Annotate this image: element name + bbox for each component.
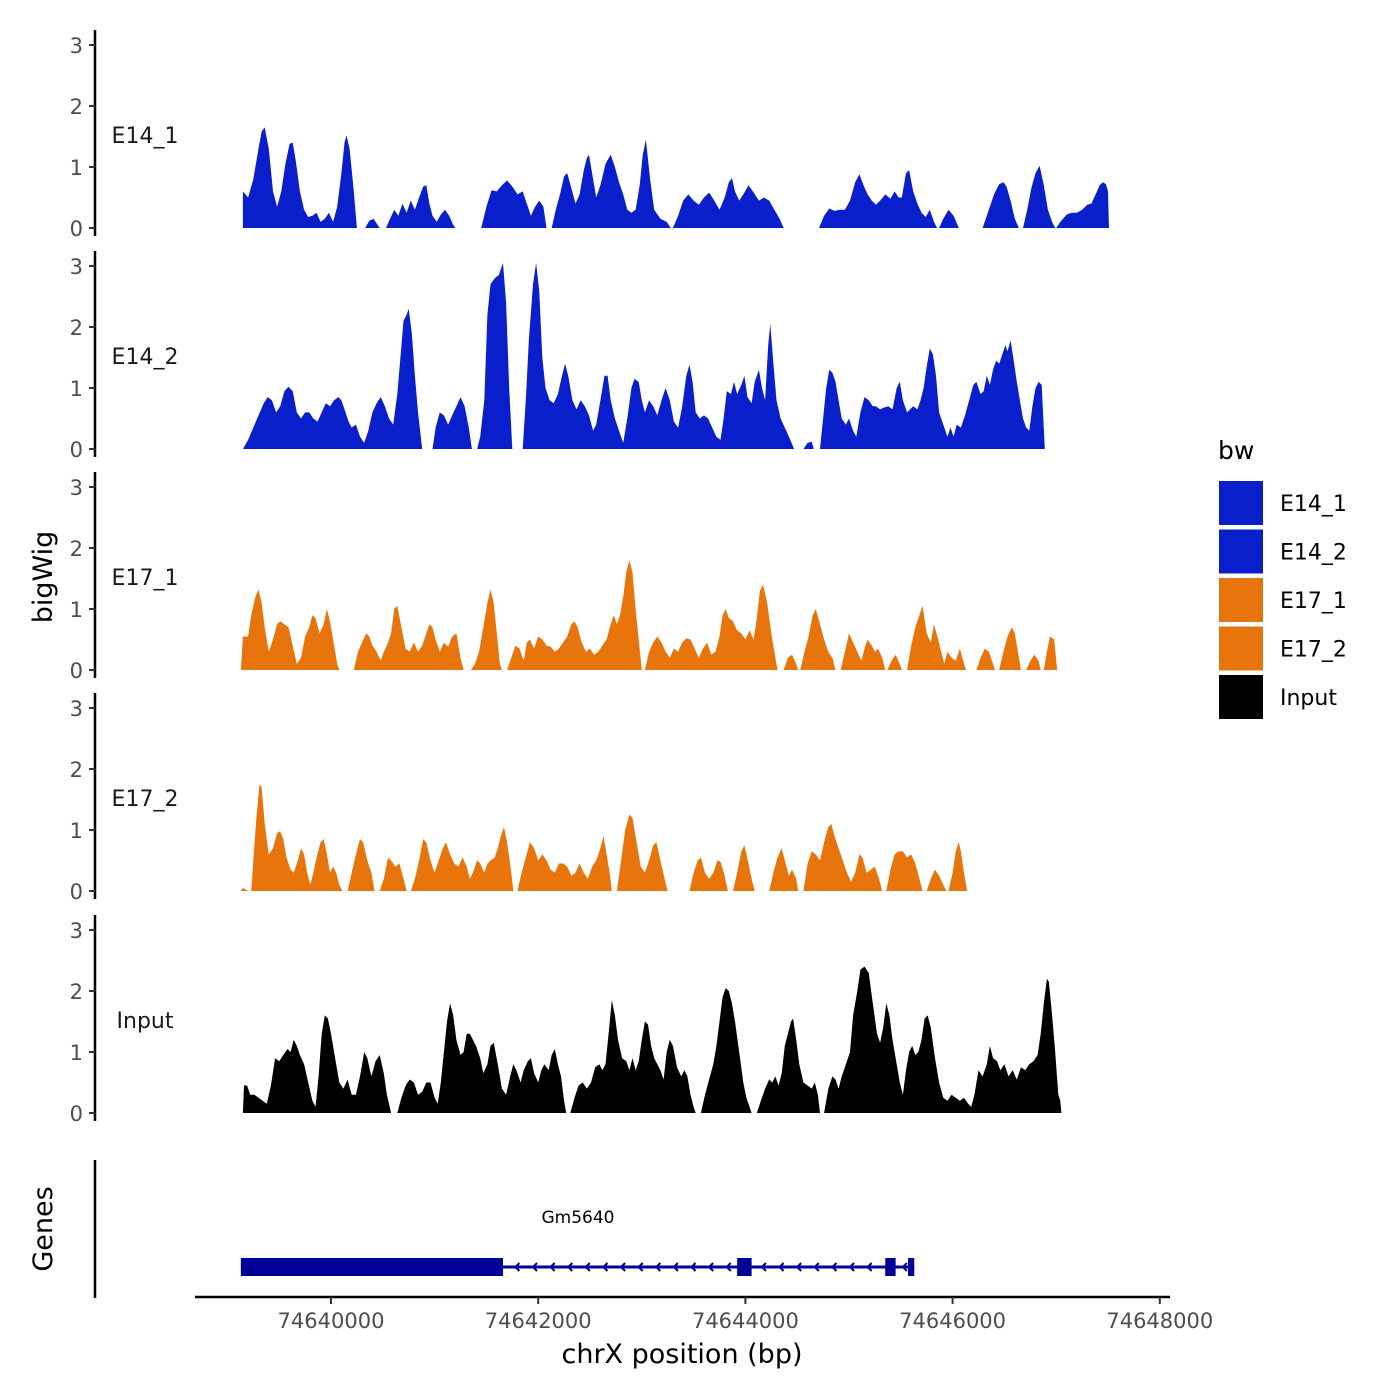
strand-arrow xyxy=(619,1262,626,1272)
track-e14-2: 0 1 2 3 E14_2 xyxy=(70,251,1045,462)
y-tick-label: 1 xyxy=(70,598,83,622)
coverage-tracks: 0 1 2 3 E14_1 0 1 2 3 E14_2 0 1 2 3 E17_1 0 1 2 3 E17_2 0 1 2 3… xyxy=(70,30,1109,1126)
y-tick-label: 1 xyxy=(70,156,83,180)
x-tick-label: 74648000 xyxy=(1106,1309,1213,1333)
strand-arrow xyxy=(654,1262,662,1272)
y-tick-label: 1 xyxy=(70,1041,83,1065)
legend-swatch xyxy=(1219,481,1263,525)
track-label: E14_1 xyxy=(112,124,179,149)
y-tick-label: 0 xyxy=(70,217,83,241)
y-tick-label: 0 xyxy=(70,1102,83,1126)
gene-exon xyxy=(240,1258,503,1276)
track-input: 0 1 2 3 Input xyxy=(70,915,1062,1126)
gene-exon xyxy=(908,1258,915,1276)
strand-arrow xyxy=(690,1262,697,1272)
legend-swatch xyxy=(1219,529,1263,574)
x-tick-label: 74644000 xyxy=(692,1309,799,1333)
strand-arrow xyxy=(566,1262,573,1272)
track-e14-1: 0 1 2 3 E14_1 xyxy=(70,30,1109,241)
x-tick-label: 74646000 xyxy=(899,1309,1006,1333)
legend-swatch xyxy=(1219,578,1263,622)
legend-label: E14_2 xyxy=(1280,541,1347,566)
x-tick-label: 74642000 xyxy=(485,1309,592,1333)
coverage-area xyxy=(242,263,1045,449)
legend-label: E17_1 xyxy=(1280,589,1347,614)
strand-arrow xyxy=(637,1262,644,1272)
y-tick-label: 0 xyxy=(70,659,83,683)
legend-swatch xyxy=(1219,675,1263,719)
strand-arrow xyxy=(531,1262,538,1272)
strand-arrow xyxy=(707,1262,714,1272)
strand-arrow xyxy=(549,1262,556,1272)
coverage-area xyxy=(240,560,1058,670)
legend-swatch xyxy=(1219,626,1263,671)
y-tick-label: 2 xyxy=(70,980,83,1004)
legend-label: E17_2 xyxy=(1280,638,1347,663)
track-label: E17_2 xyxy=(112,787,179,812)
strand-arrow xyxy=(866,1262,873,1272)
legend-label: E14_1 xyxy=(1280,492,1347,517)
y-tick-label: 3 xyxy=(70,476,83,500)
y-tick-label: 2 xyxy=(70,758,83,782)
y-tick-label: 1 xyxy=(70,819,83,843)
gene-label: Gm5640 xyxy=(542,1208,615,1228)
strand-arrow xyxy=(602,1262,609,1272)
track-label: E14_2 xyxy=(112,345,179,370)
x-tick-label: 74640000 xyxy=(278,1309,385,1333)
y-tick-label: 3 xyxy=(70,34,83,58)
strand-arrow xyxy=(760,1262,767,1272)
genes-axis-title: Genes xyxy=(28,1186,59,1271)
strand-arrow xyxy=(813,1262,820,1272)
y-tick-label: 2 xyxy=(70,316,83,340)
y-tick-label: 1 xyxy=(70,377,83,401)
strand-arrow xyxy=(672,1262,679,1272)
gene-exon xyxy=(885,1258,896,1276)
strand-arrow xyxy=(725,1262,732,1272)
strand-arrow xyxy=(513,1262,521,1272)
coverage-area xyxy=(240,784,968,891)
strand-arrow xyxy=(848,1262,855,1272)
gene-exon xyxy=(737,1258,752,1276)
y-tick-label: 3 xyxy=(70,255,83,279)
track-label: Input xyxy=(117,1009,174,1034)
y-axis-title: bigWig xyxy=(28,531,59,624)
y-tick-label: 0 xyxy=(70,438,83,462)
y-tick-label: 2 xyxy=(70,95,83,119)
legend: bw E14_1 E14_2 E17_1 E17_2 Input xyxy=(1218,436,1347,719)
track-e17-2: 0 1 2 3 E17_2 xyxy=(70,693,968,904)
strand-arrow xyxy=(584,1262,591,1272)
strand-arrow xyxy=(795,1262,802,1272)
strand-arrow xyxy=(831,1262,838,1272)
x-axis: 74640000 74642000 74644000 74646000 74648000 xyxy=(195,1295,1213,1333)
track-label: E17_1 xyxy=(112,566,179,591)
legend-title: bw xyxy=(1218,436,1254,465)
gene-track: Gm5640 xyxy=(93,1160,915,1298)
y-tick-label: 3 xyxy=(70,919,83,943)
strand-arrow xyxy=(778,1262,785,1272)
coverage-area xyxy=(242,966,1062,1113)
track-e17-1: 0 1 2 3 E17_1 xyxy=(70,472,1058,683)
x-axis-title: chrX position (bp) xyxy=(561,1339,802,1370)
legend-label: Input xyxy=(1280,686,1337,711)
y-tick-label: 3 xyxy=(70,697,83,721)
strand-arrow xyxy=(901,1262,908,1272)
coverage-area xyxy=(242,127,1109,228)
y-tick-label: 2 xyxy=(70,537,83,561)
y-tick-label: 0 xyxy=(70,880,83,904)
